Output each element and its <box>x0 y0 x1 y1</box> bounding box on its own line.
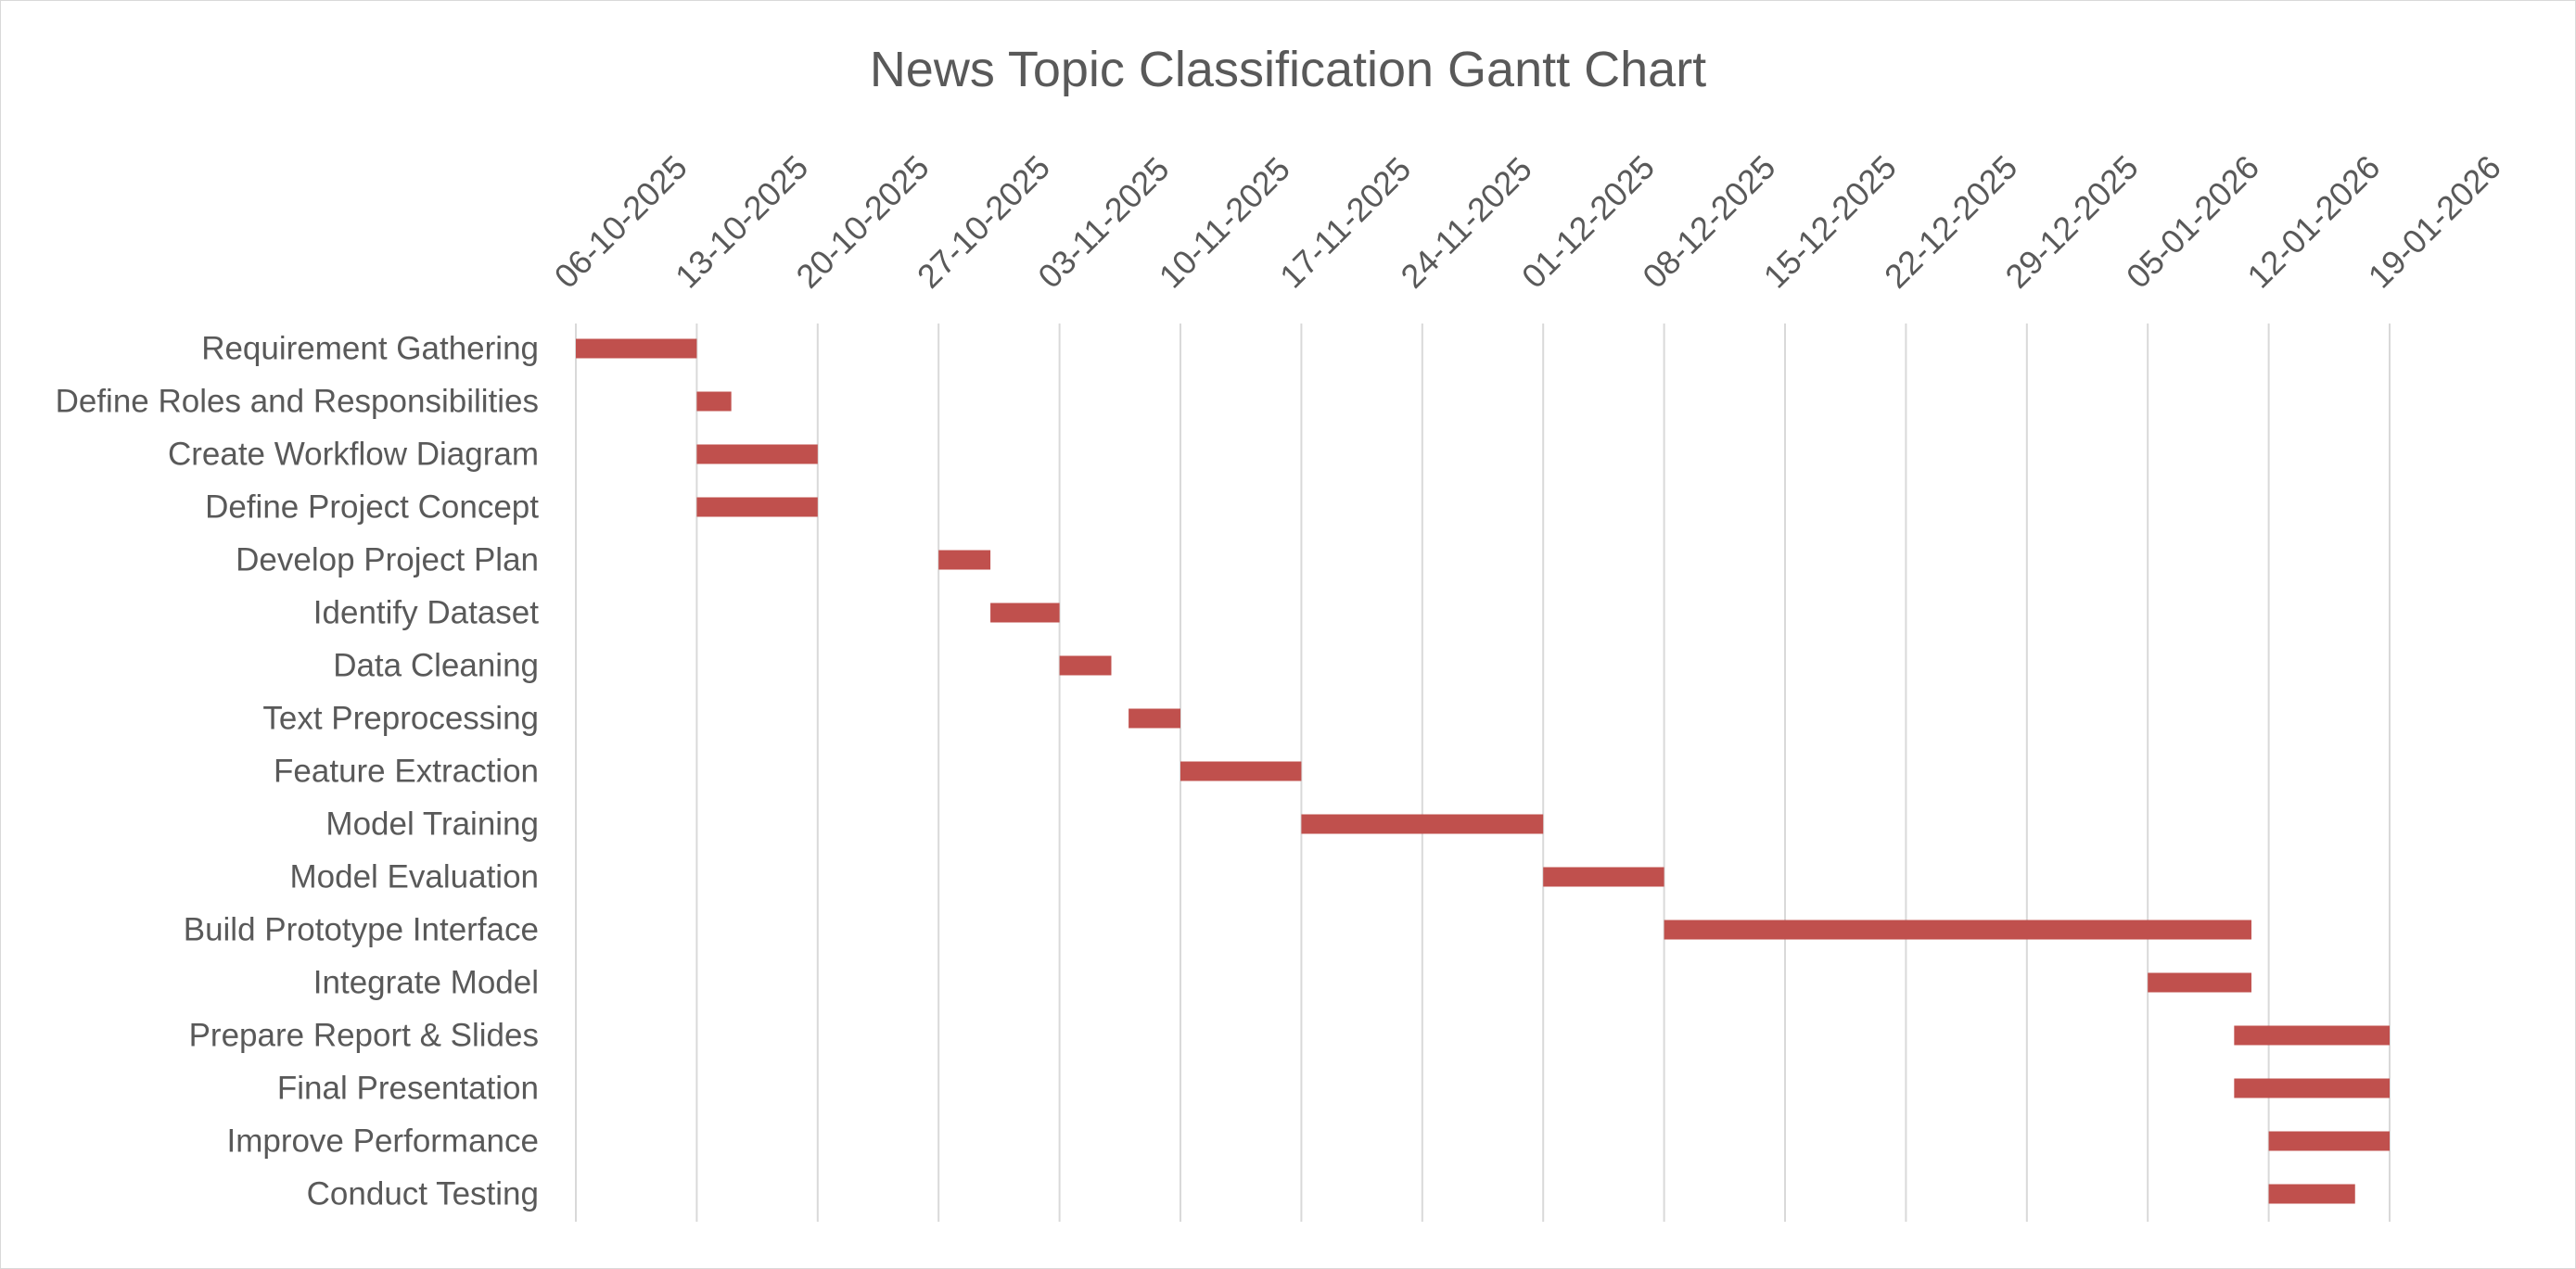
task-bar <box>2268 1184 2355 1204</box>
task-label: Final Presentation <box>277 1071 539 1107</box>
task-bar <box>2268 1131 2390 1151</box>
task-label: Feature Extraction <box>274 754 539 790</box>
task-label: Model Training <box>325 806 539 843</box>
chart-title: News Topic Classification Gantt Chart <box>870 42 1706 97</box>
task-label: Text Preprocessing <box>262 701 539 737</box>
task-bar <box>2148 972 2251 993</box>
task-label: Model Evaluation <box>290 859 540 895</box>
task-bar <box>990 603 1060 623</box>
task-label: Build Prototype Interface <box>184 912 539 948</box>
task-bar <box>938 550 991 570</box>
gridlines <box>575 324 2391 1222</box>
x-axis-tick-labels: 06-10-202513-10-202520-10-202527-10-2025… <box>547 147 2508 295</box>
x-tick-label: 10-11-2025 <box>1152 149 1297 295</box>
task-bar <box>696 444 818 464</box>
task-label: Identify Dataset <box>313 595 539 631</box>
task-label: Develop Project Plan <box>236 542 539 578</box>
task-label: Data Cleaning <box>333 648 539 684</box>
task-bar <box>696 497 818 517</box>
task-label: Define Roles and Responsibilities <box>56 384 539 420</box>
task-label: Integrate Model <box>313 965 539 1001</box>
task-bar <box>576 338 697 359</box>
task-bar <box>1180 761 1302 781</box>
task-bars <box>576 338 2390 1204</box>
task-bar <box>2234 1078 2390 1098</box>
task-label: Requirement Gathering <box>201 331 539 367</box>
x-tick-label: 24-11-2025 <box>1393 149 1538 295</box>
task-bar <box>696 391 732 412</box>
task-bar <box>1543 867 1664 887</box>
task-label: Define Project Concept <box>205 489 539 526</box>
task-bar <box>1129 708 1180 729</box>
task-label: Improve Performance <box>226 1123 539 1160</box>
task-bar <box>1301 814 1544 834</box>
task-bar <box>1664 920 2251 940</box>
task-label: Prepare Report & Slides <box>189 1018 539 1054</box>
task-bar <box>1059 655 1112 676</box>
task-label: Create Workflow Diagram <box>168 437 539 473</box>
task-bar <box>2234 1025 2390 1046</box>
x-tick-label: 17-11-2025 <box>1272 149 1418 295</box>
task-label: Conduct Testing <box>307 1176 539 1212</box>
task-labels: Requirement Gathering Define Roles and Re… <box>56 331 540 1212</box>
x-tick-label: 19-01-2026 <box>2361 147 2508 295</box>
